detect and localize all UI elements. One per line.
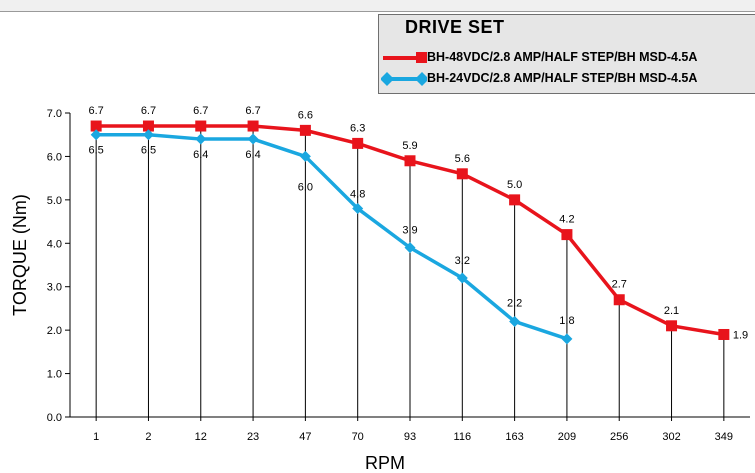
series-1-data-label: 2.1	[664, 305, 679, 317]
y-tick-label: 2.0	[47, 325, 62, 337]
x-tick-label: 70	[352, 431, 364, 443]
series-1-marker	[613, 294, 625, 306]
series-2-data-label: 6.5	[89, 145, 104, 157]
top-toolbar-strip	[0, 0, 755, 12]
x-tick-label: 12	[195, 431, 207, 443]
series-2-marker	[509, 315, 521, 327]
series-1-data-label: 6.7	[193, 105, 208, 117]
series-2-data-label: 4.8	[350, 189, 365, 201]
series-1-data-label: 5.9	[402, 140, 417, 152]
series-2-marker	[456, 272, 468, 284]
series-2-data-label: 6.4	[193, 149, 208, 161]
series-2-data-label: 2.2	[507, 297, 522, 309]
series-2-data-label: 6.0	[298, 181, 313, 193]
x-tick-label: 349	[715, 431, 733, 443]
series-1-data-label: 6.7	[245, 105, 260, 117]
series-1-marker	[195, 120, 207, 132]
series-1-marker	[718, 328, 730, 340]
series-1-marker	[509, 194, 521, 206]
y-tick-label: 3.0	[47, 282, 62, 294]
y-tick-label: 5.0	[47, 195, 62, 207]
x-tick-label: 116	[454, 431, 472, 443]
legend-swatch-series-2	[381, 72, 427, 86]
series-1-marker	[404, 155, 416, 167]
legend-marker-series-2	[415, 72, 427, 86]
series-1-marker	[247, 120, 259, 132]
series-1-marker	[299, 124, 311, 136]
series-1-marker	[561, 229, 573, 241]
series-2-data-label: 6.5	[141, 145, 156, 157]
series-2-data-label: 1.8	[559, 315, 574, 327]
series-1-data-label: 6.6	[298, 109, 313, 121]
legend-item-series-2: BH-24VDC/2.8 AMP/HALF STEP/BH MSD-4.5A	[381, 68, 755, 90]
legend-swatch-series-1	[383, 52, 427, 63]
series-2-data-label: 3.9	[402, 225, 417, 237]
legend-marker-series-1	[416, 52, 427, 63]
x-tick-label: 23	[247, 431, 259, 443]
series-2-marker	[299, 150, 311, 162]
series-2-marker	[352, 203, 364, 215]
series-1-data-label: 1.9	[733, 329, 748, 341]
y-tick-label: 7.0	[47, 108, 62, 120]
series-2-data-label: 3.2	[455, 255, 470, 267]
y-tick-label: 0.0	[47, 412, 62, 424]
y-tick-label: 4.0	[47, 238, 62, 250]
x-tick-label: 47	[299, 431, 311, 443]
series-1-data-label: 2.7	[612, 279, 627, 291]
x-tick-label: 93	[404, 431, 416, 443]
legend-marker-left-series-2	[381, 72, 394, 86]
series-2-marker	[247, 133, 259, 145]
series-1-data-label: 6.7	[141, 105, 156, 117]
series-1-data-label: 4.2	[559, 214, 574, 226]
y-axis-title: TORQUE (Nm)	[10, 194, 30, 316]
series-1-data-label: 6.7	[89, 105, 104, 117]
series-1-marker	[90, 120, 102, 132]
series-2-marker	[561, 333, 573, 345]
data-labels: 6.7 6.7 6.7 6.7 6.6 6.3 5.9 5.6 5.0 4.2 2.7 2.1 1.9 6…	[89, 105, 749, 341]
series-1-marker	[142, 120, 154, 132]
series-2-data-label: 6.4	[245, 149, 260, 161]
drop-lines	[95, 126, 725, 417]
x-tick-label: 2	[145, 431, 151, 443]
axes: 0.01.02.03.04.05.06.07.01 2 12 23 47 70 93 116 1…	[47, 108, 750, 443]
series-2-marker	[142, 129, 154, 141]
series-line-2	[96, 132, 568, 341]
x-tick-label: 1	[93, 431, 99, 443]
series-1-marker	[456, 168, 468, 180]
legend-label-series-2: BH-24VDC/2.8 AMP/HALF STEP/BH MSD-4.5A	[427, 71, 698, 85]
series-1-marker	[666, 320, 678, 332]
series-1-data-label: 6.3	[350, 122, 365, 134]
y-tick-label: 6.0	[47, 151, 62, 163]
legend-title: DRIVE SET	[405, 17, 505, 37]
series-2-marker	[90, 129, 102, 141]
x-tick-label: 209	[558, 431, 576, 443]
x-tick-label: 163	[505, 431, 523, 443]
series-1-marker	[352, 137, 364, 149]
series-2-marker	[195, 133, 207, 145]
x-axis-title: RPM	[365, 453, 405, 473]
series-1-data-label: 5.0	[507, 179, 522, 191]
series-layer	[90, 120, 730, 345]
legend-item-series-1: BH-48VDC/2.8 AMP/HALF STEP/BH MSD-4.5A	[381, 47, 755, 69]
x-tick-label: 256	[610, 431, 628, 443]
legend: DRIVE SET BH-48VDC/2.8 AMP/HALF STEP/BH …	[378, 14, 755, 94]
series-1-data-label: 5.6	[455, 153, 470, 165]
y-tick-label: 1.0	[47, 369, 62, 381]
x-tick-label: 302	[662, 431, 680, 443]
series-2-marker	[404, 242, 416, 254]
legend-label-series-1: BH-48VDC/2.8 AMP/HALF STEP/BH MSD-4.5A	[427, 50, 698, 64]
